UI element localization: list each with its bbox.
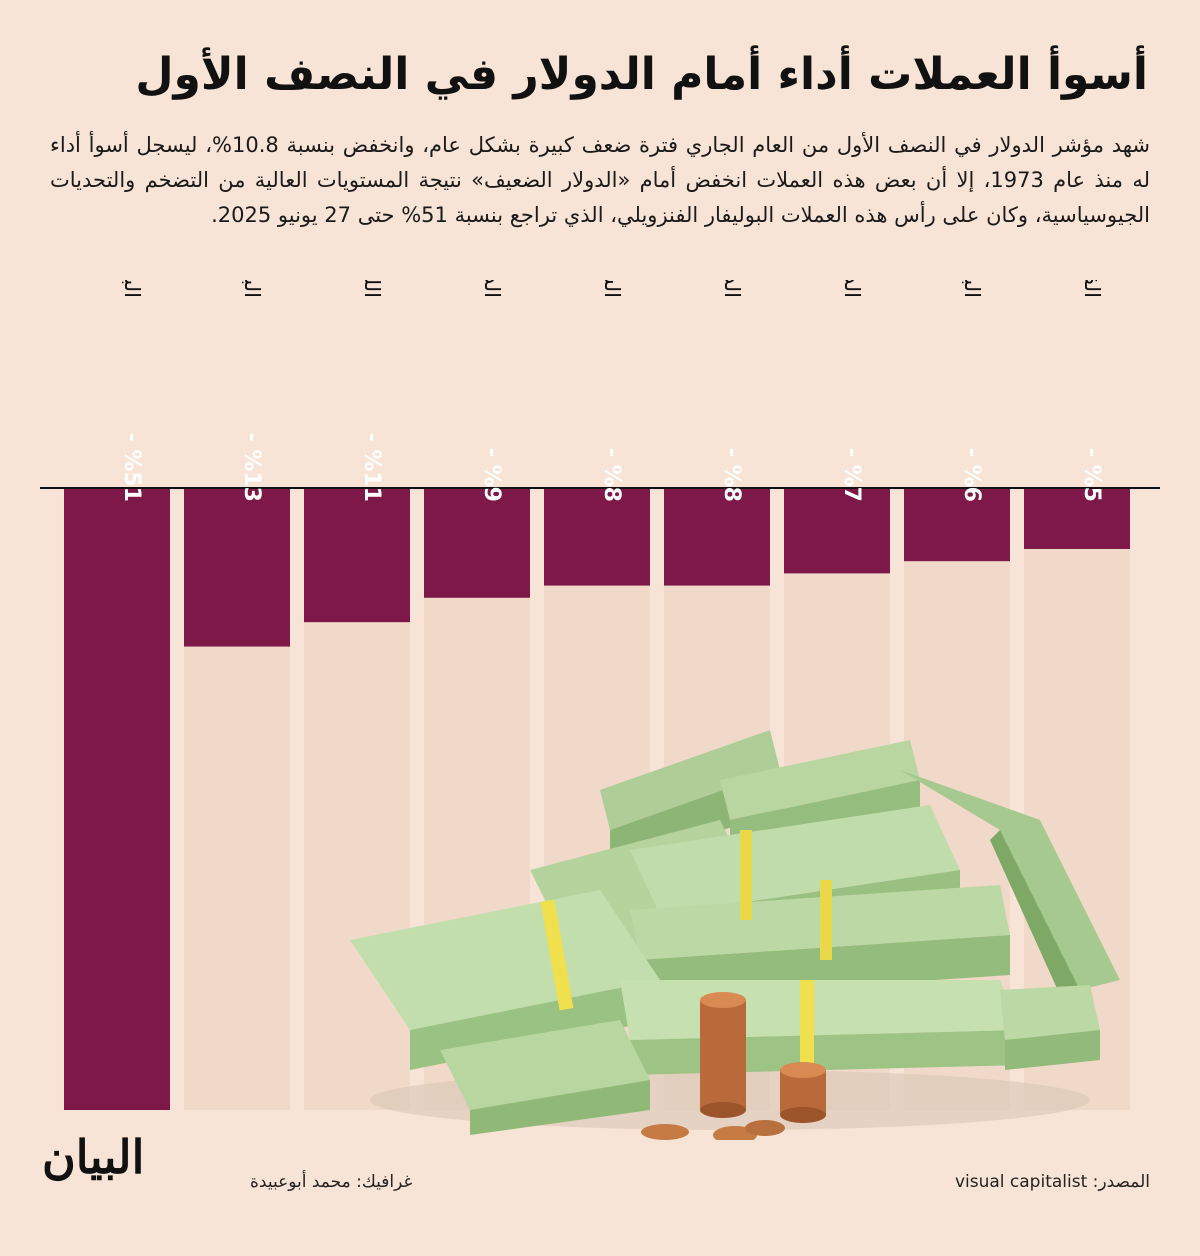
bar	[784, 488, 890, 574]
value-label: %11 -	[359, 433, 384, 502]
value-label: %13 -	[239, 433, 264, 502]
bar	[664, 488, 770, 586]
page-title: أسوأ العملات أداء أمام الدولار في النصف …	[135, 49, 1148, 100]
category-label: الدولار السورينامي	[840, 280, 864, 298]
value-label: %6 -	[959, 448, 984, 502]
bar	[904, 488, 1010, 562]
graphic-credit: غرافيك: محمد أبوعبيدة	[250, 1172, 413, 1192]
bar	[544, 488, 650, 586]
bar	[424, 488, 530, 598]
category-label: الشلن التنزاني	[600, 280, 624, 298]
source-credit: المصدر: visual capitalist	[954, 1172, 1150, 1192]
bar	[64, 488, 170, 1110]
value-label: %7 -	[839, 448, 864, 502]
value-label: %8 -	[599, 448, 624, 502]
money-pile-illustration	[350, 730, 1120, 1140]
category-label: الدولار الليبيري	[720, 280, 744, 298]
category-label: البيزو الأرجنتيني	[240, 280, 265, 298]
intro-paragraph: شهد مؤشر الدولار في النصف الأول من العام…	[50, 133, 1150, 227]
category-label: الدينار الليبي	[480, 280, 504, 298]
value-label: %5 -	[1079, 448, 1104, 502]
albayan-logo: البيان	[42, 1130, 145, 1184]
category-label: البر الإثيوبي	[960, 280, 984, 298]
coin-stacks	[641, 992, 826, 1140]
category-label: البوليفار الفنزويلي	[120, 280, 144, 298]
bar	[304, 488, 410, 623]
bar	[1024, 488, 1130, 549]
value-label: %8 -	[719, 448, 744, 502]
value-label: %9 -	[479, 448, 504, 502]
bar	[184, 488, 290, 647]
category-label: الليرة التركية	[360, 280, 384, 298]
value-label: %51 -	[119, 433, 144, 502]
category-label: الفرنك الرواندي	[1080, 280, 1104, 298]
